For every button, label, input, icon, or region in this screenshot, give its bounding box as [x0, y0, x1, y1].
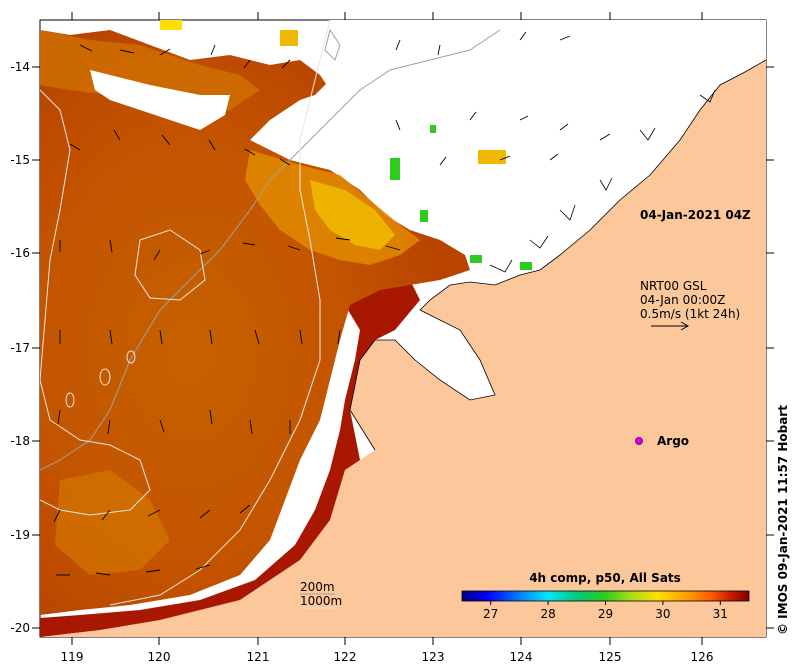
colorbar-tick-label: 28: [540, 607, 555, 621]
imos-credit: © IMOS 09-Jan-2021 11:57 Hobart: [776, 405, 790, 635]
cool-speckles: [160, 20, 532, 270]
colorbar-tick-label: 27: [483, 607, 498, 621]
colorbar-tick-label: 31: [713, 607, 728, 621]
coastal-warm-band: [40, 280, 420, 637]
y-tick-label: -17: [10, 341, 30, 355]
coastline: [349, 59, 766, 451]
x-tick-label: 119: [61, 650, 84, 664]
x-axis-labels: 119 120 121 122 123 124 125 126: [61, 650, 714, 664]
colorbar-tick-label: 29: [598, 607, 613, 621]
contour-legend: 200m 1000m: [300, 580, 342, 609]
y-tick-label: -14: [10, 60, 30, 74]
map-time-title: 04-Jan-2021 04Z: [640, 208, 751, 222]
x-tick-label: 120: [148, 650, 171, 664]
y-tick-label: -19: [10, 528, 30, 542]
x-tick-label: 126: [691, 650, 714, 664]
x-tick-label: 123: [422, 650, 445, 664]
argo-label: Argo: [657, 434, 689, 448]
current-legend: NRT00 GSL 04-Jan 00:00Z 0.5m/s (1kt 24h): [640, 279, 740, 331]
y-tick-label: -15: [10, 153, 30, 167]
sst-field: [40, 30, 470, 615]
y-tick-label: -20: [10, 621, 30, 635]
x-tick-label: 125: [599, 650, 622, 664]
contour-legend-1000m: 1000m: [300, 594, 342, 608]
sst-light-patch: [310, 180, 395, 250]
x-tick-label: 122: [334, 650, 357, 664]
bathymetry-contours: [40, 20, 501, 606]
colorbar: 4h comp, p50, All Sats 27 28 29 30 31: [461, 571, 750, 621]
colorbar-title: 4h comp, p50, All Sats: [529, 571, 681, 585]
colorbar-tick-label: 30: [655, 607, 670, 621]
cloud-mask: [300, 20, 766, 270]
y-axis-labels: -14 -15 -16 -17 -18 -19 -20: [10, 60, 30, 635]
argo-float-icon: [635, 437, 643, 445]
current-legend-line1: NRT00 GSL: [640, 279, 707, 293]
cloud-mask-west: [90, 70, 230, 130]
current-legend-line3: 0.5m/s (1kt 24h): [640, 307, 740, 321]
current-vectors: [53, 31, 611, 576]
axis-ticks: [32, 12, 774, 645]
x-tick-label: 121: [247, 650, 270, 664]
colorbar-gradient: [461, 590, 750, 602]
x-tick-label: 124: [510, 650, 533, 664]
sst-southwest-patch: [55, 470, 170, 575]
contour-legend-200m: 200m: [300, 580, 335, 594]
current-legend-line2: 04-Jan 00:00Z: [640, 293, 725, 307]
sst-north-patch: [40, 30, 260, 115]
arrow-head-icon: [680, 321, 690, 331]
y-tick-label: -16: [10, 246, 30, 260]
argo-marker: Argo: [635, 434, 689, 448]
y-tick-label: -18: [10, 434, 30, 448]
